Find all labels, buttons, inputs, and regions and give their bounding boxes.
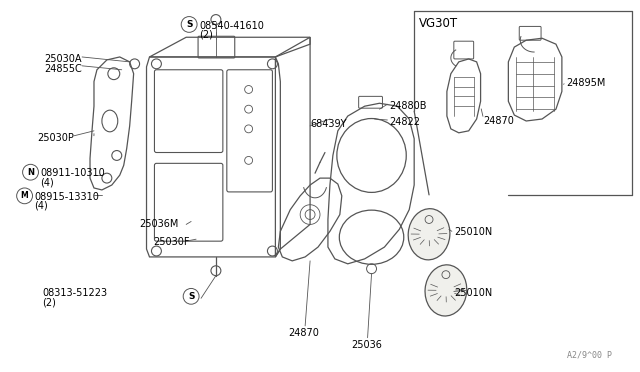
Text: 25010N: 25010N	[454, 227, 492, 237]
Text: (4): (4)	[40, 177, 54, 187]
Text: 25030A: 25030A	[44, 54, 82, 64]
Text: 25030F: 25030F	[154, 237, 190, 247]
Text: 25030P: 25030P	[38, 133, 74, 143]
Text: 24895M: 24895M	[566, 78, 605, 88]
Text: (2): (2)	[42, 297, 56, 307]
Text: 68439Y: 68439Y	[310, 119, 347, 129]
Circle shape	[22, 164, 38, 180]
Text: 08911-10310: 08911-10310	[40, 168, 105, 178]
Text: (4): (4)	[35, 201, 48, 211]
Text: 25010N: 25010N	[454, 288, 492, 298]
Text: M: M	[20, 191, 28, 201]
Ellipse shape	[425, 265, 467, 316]
Text: 24870: 24870	[288, 328, 319, 338]
Text: 08540-41610: 08540-41610	[199, 20, 264, 31]
Text: 24855C: 24855C	[44, 64, 82, 74]
Text: 24880B: 24880B	[389, 101, 427, 111]
Text: S: S	[188, 292, 195, 301]
Text: N: N	[27, 168, 34, 177]
Circle shape	[183, 288, 199, 304]
Text: 25036M: 25036M	[140, 219, 179, 230]
Text: VG30T: VG30T	[419, 17, 458, 29]
Text: 25036: 25036	[352, 340, 383, 350]
Text: 24822: 24822	[389, 117, 420, 127]
Ellipse shape	[408, 209, 450, 260]
Text: 08313-51223: 08313-51223	[42, 288, 108, 298]
Circle shape	[17, 188, 33, 204]
Text: 24870: 24870	[484, 116, 515, 126]
Circle shape	[181, 17, 197, 32]
Text: (2): (2)	[199, 29, 213, 39]
Text: A2/9^00 P: A2/9^00 P	[568, 350, 612, 359]
Text: S: S	[186, 20, 193, 29]
Text: 08915-13310: 08915-13310	[35, 192, 99, 202]
